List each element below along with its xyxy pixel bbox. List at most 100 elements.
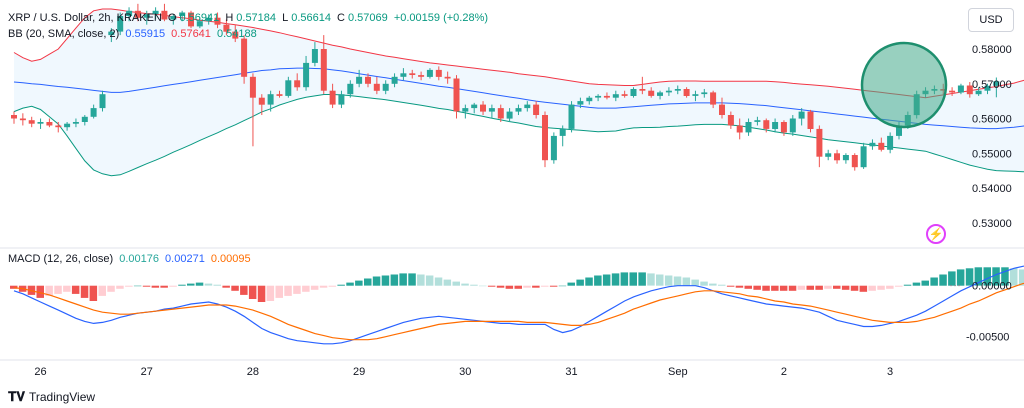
candle-body [860,146,867,168]
candle-body [674,89,681,91]
candle-body [205,17,212,22]
macd-histogram-bar [647,273,655,286]
candle-body [161,10,168,20]
macd-histogram-bar [470,284,478,286]
macd-histogram-bar [523,285,531,288]
candle-body [329,90,336,105]
candle-body [46,122,53,126]
change-value: +0.00159 (+0.28%) [393,12,489,24]
candle-body [719,104,725,115]
macd-histogram-bar [868,285,876,291]
macd-lines [13,265,1024,345]
macd-histogram-bar [877,285,885,290]
macd-histogram-bar [762,285,770,291]
candle-body [267,94,274,105]
price-tick-label: 0.54000 [972,183,1012,195]
low-label: L [282,12,289,24]
macd-histogram-bar [319,285,328,288]
macd-histogram-bar [948,271,956,286]
candle-body [559,128,566,136]
candles [11,3,1000,171]
candle-body [754,120,761,122]
candle-body [11,115,17,119]
macd-histogram-bar [213,284,221,286]
macd-histogram-bar [142,285,151,287]
highlight-circle [860,41,948,129]
macd-histogram-bar [974,267,983,286]
candle-body [72,122,79,124]
candle-body [692,94,699,96]
candle-body [480,104,486,112]
candle-body [214,17,221,25]
macd-histogram-bar [602,274,611,286]
macd-histogram-bar [700,281,708,286]
macd-histogram-bar [806,285,814,290]
candle-body [453,78,460,112]
candle-body [382,83,389,91]
candle-body [568,104,575,129]
macd-histogram-bar [930,277,938,286]
macd-histogram-bar [638,272,646,286]
candle-body [993,81,1000,86]
candle-body [736,125,743,133]
candle-body [418,75,425,77]
macd-histogram-bar [178,284,186,286]
candle-body [727,115,734,126]
candle-body [665,90,672,93]
candle-body [949,90,956,93]
low-value: 0.56614 [291,12,331,24]
macd-histogram-bar [160,285,168,288]
candle-body [630,89,637,96]
price-tick-label: 0.57000 [972,79,1012,91]
bolt-icon[interactable]: ⚡ [926,224,946,244]
candle-body [400,73,407,77]
candle-body [701,92,708,95]
candle-body [462,108,469,112]
currency-button[interactable]: USD [968,8,1014,32]
macd-histogram-bar [629,272,637,286]
candle-body [542,115,548,161]
candle-body [763,120,770,129]
macd-histogram-bar [80,285,89,298]
macd-histogram-bar [231,285,239,291]
candle-body [878,142,885,150]
symbol-title: XRP / U.S. Dollar, 2h, KRAKEN [8,12,162,24]
macd-histogram-bar [664,275,673,286]
macd-histogram-bar [364,278,372,286]
branding-text: TradingView [29,390,96,404]
candle-body [320,49,327,91]
candle-body [258,97,265,105]
macd-histogram-bar [425,275,434,286]
candle-body [223,24,230,32]
candle-body [28,120,35,124]
open-value: 0.56941 [179,12,220,24]
macd-histogram-bar [886,285,894,289]
candle-body [577,101,584,105]
candle-body [984,85,991,91]
macd-legend[interactable]: MACD (12, 26, close) 0.00176 0.00271 0.0… [8,253,254,265]
bb-legend[interactable]: BB (20, SMA, close, 2) 0.55915 0.57641 0… [8,28,260,40]
candle-body [126,10,133,16]
macd-histogram-bar [284,285,292,296]
candle-body [108,31,115,36]
macd-histogram-bar [771,285,779,291]
candle-body [957,85,964,93]
macd-histogram-bar [965,268,974,286]
candle-body [152,10,159,15]
macd-histogram-bar [107,285,115,292]
macd-histogram-bar [390,274,399,286]
candle-body [772,122,779,129]
tradingview-logo[interactable]: 𝐓𝐕 TradingView [8,389,95,405]
macd-histogram-bar [133,285,142,287]
candle-body [188,12,194,27]
candle-body [409,73,416,75]
macd-histogram-bar [549,285,558,287]
close-label: C [337,12,345,24]
time-tick-label: 29 [353,366,365,378]
macd-histogram-bar [576,279,584,286]
macd-histogram-bar [753,285,761,290]
tradingview-logo-icon: 𝐓𝐕 [8,389,25,404]
macd-histogram [10,267,1024,302]
macd-histogram-bar [1001,267,1009,286]
